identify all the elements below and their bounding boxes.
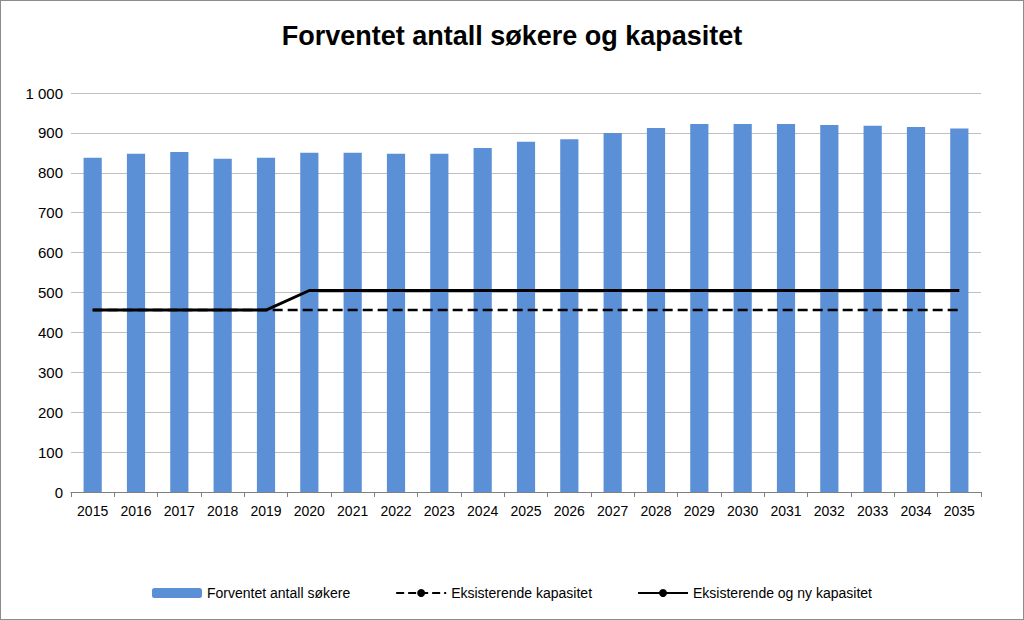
svg-text:2030: 2030 (727, 503, 758, 519)
svg-text:2023: 2023 (424, 503, 455, 519)
svg-text:2018: 2018 (207, 503, 238, 519)
svg-text:900: 900 (38, 124, 63, 141)
svg-text:800: 800 (38, 164, 63, 181)
svg-text:2029: 2029 (684, 503, 715, 519)
svg-text:0: 0 (55, 484, 63, 501)
svg-text:2033: 2033 (857, 503, 888, 519)
svg-text:2024: 2024 (467, 503, 498, 519)
svg-text:2032: 2032 (814, 503, 845, 519)
svg-text:Forventet antall søkere og kap: Forventet antall søkere og kapasitet (282, 21, 743, 51)
svg-text:2025: 2025 (510, 503, 541, 519)
svg-text:Eksisterende og ny kapasitet: Eksisterende og ny kapasitet (693, 585, 872, 601)
svg-text:700: 700 (38, 204, 63, 221)
svg-text:2021: 2021 (337, 503, 368, 519)
svg-text:2020: 2020 (294, 503, 325, 519)
svg-text:2017: 2017 (164, 503, 195, 519)
svg-text:2016: 2016 (120, 503, 151, 519)
svg-text:1 000: 1 000 (25, 85, 63, 102)
svg-text:200: 200 (38, 404, 63, 421)
svg-text:2034: 2034 (900, 503, 931, 519)
svg-text:2028: 2028 (640, 503, 671, 519)
svg-text:2026: 2026 (554, 503, 585, 519)
svg-text:400: 400 (38, 324, 63, 341)
svg-text:Forventet antall søkere: Forventet antall søkere (207, 585, 350, 601)
svg-text:100: 100 (38, 444, 63, 461)
svg-text:2019: 2019 (250, 503, 281, 519)
svg-text:2035: 2035 (944, 503, 975, 519)
svg-text:2031: 2031 (770, 503, 801, 519)
svg-text:Eksisterende kapasitet: Eksisterende kapasitet (451, 585, 592, 601)
svg-text:2015: 2015 (77, 503, 108, 519)
svg-text:2027: 2027 (597, 503, 628, 519)
svg-text:2022: 2022 (380, 503, 411, 519)
svg-text:600: 600 (38, 244, 63, 261)
svg-text:500: 500 (38, 284, 63, 301)
svg-text:300: 300 (38, 364, 63, 381)
